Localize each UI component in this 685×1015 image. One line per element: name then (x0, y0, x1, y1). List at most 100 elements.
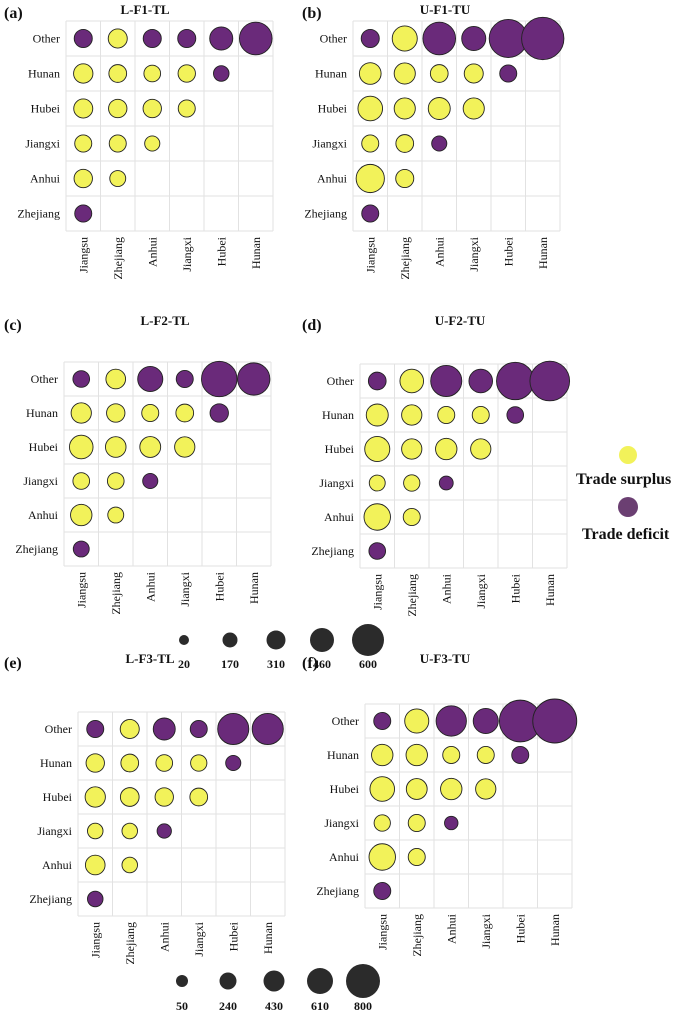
row-label: Other (31, 372, 58, 386)
size-key-label: 20 (178, 657, 190, 671)
chart-panel-u-f2-tu: (d) U-F2-TU Other Hunan Hubei Jiangxi Anhui Zhe… (302, 313, 571, 617)
column-label: Hubei (226, 921, 240, 951)
bubble-deficit (72, 370, 91, 388)
column-label: Hubei (501, 236, 515, 266)
row-label: Zhejiang (17, 207, 60, 221)
bubble-deficit (529, 360, 571, 402)
bubble-deficit (238, 21, 273, 56)
column-label: Zhejiang (398, 237, 412, 280)
bubble-deficit (506, 406, 525, 424)
size-key-label: 800 (354, 999, 372, 1013)
bubble-deficit (142, 472, 159, 490)
bubble-surplus (429, 64, 449, 83)
column-label: Anhui (432, 236, 446, 267)
bubble-deficit (137, 366, 164, 392)
column-label: Zhejiang (410, 914, 424, 957)
bubble-deficit (435, 705, 467, 737)
bubble-deficit (422, 21, 457, 56)
bubble-deficit (87, 890, 104, 908)
chart-title: U-F1-TU (420, 2, 471, 17)
column-label: Hubei (513, 913, 527, 943)
chart-panel-l-f3-tl: (e) L-F3-TL Other Hunan Hubei Jiangxi Anhui Zhe… (4, 651, 286, 965)
size-key-label: 600 (359, 657, 377, 671)
size-key-label: 610 (311, 999, 329, 1013)
bubble-surplus (476, 746, 495, 764)
chart-title: L-F3-TL (125, 651, 174, 666)
bubble-deficit (496, 361, 535, 401)
size-key-label: 170 (221, 657, 239, 671)
row-label: Other (45, 722, 72, 736)
bubble-surplus (84, 854, 106, 876)
bubble-deficit (86, 720, 105, 738)
column-label: Hunan (536, 237, 550, 269)
row-label: Zhejiang (311, 544, 354, 558)
bubble-surplus (401, 404, 423, 426)
size-key-marker (176, 975, 188, 987)
bubble-surplus (358, 62, 382, 85)
bubble-surplus (108, 64, 128, 83)
bubble-surplus (401, 438, 423, 460)
size-keys-layer: 20 170 310 460 600 50 240 430 610 800 (176, 624, 384, 1013)
chart-title: L-F1-TL (120, 2, 169, 17)
column-label: Zhejiang (123, 922, 137, 965)
bubble-surplus (463, 63, 484, 84)
bubble-deficit (368, 542, 387, 560)
bubble-surplus (405, 743, 428, 767)
row-label: Anhui (324, 510, 355, 524)
bubble-surplus (405, 778, 428, 800)
bubble-surplus (107, 506, 125, 524)
bubble-surplus (407, 848, 426, 866)
bubble-surplus (177, 99, 196, 118)
size-key-label: 50 (176, 999, 188, 1013)
bubble-deficit (175, 370, 194, 388)
bubble-deficit (217, 712, 250, 746)
panel-label: (b) (302, 5, 322, 22)
bubble-surplus (402, 508, 421, 526)
bubble-surplus (395, 134, 415, 153)
row-label: Other (332, 714, 359, 728)
chart-panel-l-f1-tl: (a) L-F1-TL Other Hunan Hubei Jiangxi Anhui Zhe… (4, 2, 274, 280)
bubble-surplus (357, 95, 383, 122)
bubble-surplus (399, 368, 424, 394)
bubble-surplus (121, 856, 138, 874)
bubble-deficit (189, 720, 208, 738)
bubble-deficit (73, 29, 93, 48)
bubble-surplus (84, 786, 106, 808)
bubble-deficit (74, 204, 93, 223)
bubble-deficit (373, 882, 392, 900)
bubble-surplus (142, 98, 162, 119)
row-label: Zhejiang (316, 884, 359, 898)
column-label: Zhejiang (109, 572, 123, 615)
bubble-surplus (73, 63, 94, 84)
bubble-surplus (105, 368, 127, 390)
column-label: Hunan (247, 572, 261, 604)
bubble-surplus (395, 169, 415, 188)
grid (352, 20, 561, 232)
color-legend: Trade surplus Trade deficit (576, 446, 671, 543)
chart-panel-u-f1-tu: (b) U-F1-TU Other Hunan Hubei Jiangxi Anhui Zhe… (302, 2, 565, 280)
size-key-marker (222, 632, 238, 648)
bubble-deficit (430, 364, 463, 398)
bubble-deficit (521, 16, 565, 61)
row-label: Hunan (315, 67, 347, 81)
bubble-deficit (156, 823, 172, 839)
bubble-surplus (70, 503, 93, 527)
bubble-surplus (87, 822, 104, 840)
bubble-surplus (139, 436, 162, 458)
bubble-surplus (368, 474, 386, 492)
bubble-surplus (177, 64, 196, 83)
grid (364, 703, 573, 909)
bubble-deficit (213, 65, 230, 82)
panel-label: (f) (302, 655, 318, 672)
row-label: Hubei (325, 442, 355, 456)
bubble-surplus (108, 134, 127, 153)
legend-deficit-label: Trade deficit (582, 526, 670, 543)
column-label: Hunan (249, 237, 263, 269)
size-key-marker (352, 624, 384, 656)
bubble-surplus (107, 28, 128, 49)
bubble-surplus (144, 135, 161, 152)
row-label: Hubei (318, 102, 348, 116)
column-label: Jiangxi (474, 573, 488, 608)
size-key-1: 20 170 310 460 600 (178, 624, 384, 671)
bubble-surplus (364, 436, 391, 462)
